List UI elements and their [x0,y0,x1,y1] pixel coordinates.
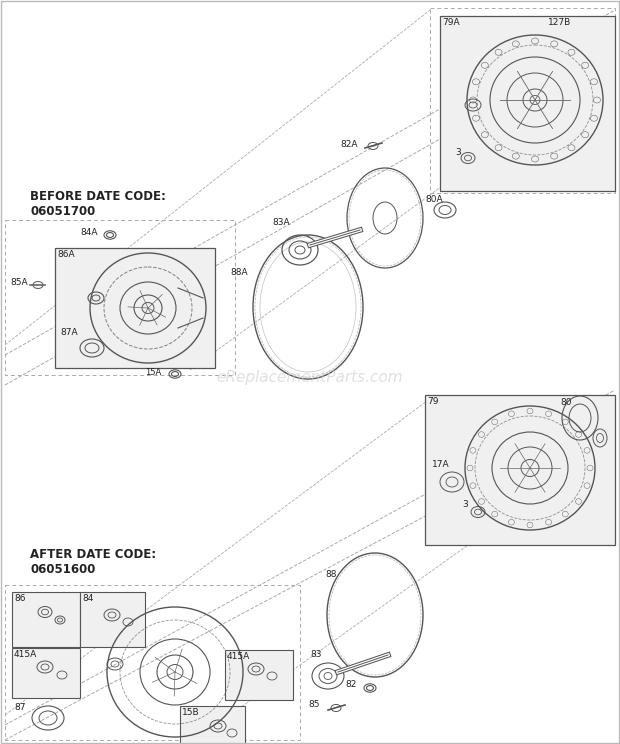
Text: 3: 3 [462,500,467,509]
Text: 85: 85 [308,700,319,709]
Bar [80,592,145,647]
Text: 84: 84 [82,594,94,603]
Text: 82A: 82A [340,140,358,149]
Bar [180,706,245,744]
Text: 80A: 80A [425,195,443,204]
Text: 87: 87 [14,703,25,712]
Text: 82: 82 [345,680,356,689]
Text: 84A: 84A [80,228,97,237]
Text: BEFORE DATE CODE:: BEFORE DATE CODE: [30,190,166,203]
Bar [55,248,215,368]
Text: 79A: 79A [442,18,459,27]
Bar [225,650,293,700]
Bar [12,648,80,698]
Bar [440,16,615,191]
Text: 17A: 17A [432,460,450,469]
Bar [12,592,80,647]
Bar [425,395,615,545]
Text: 3: 3 [455,148,461,157]
Text: 415A: 415A [14,650,37,659]
Bar [5,220,235,375]
Text: 06051600: 06051600 [30,563,95,576]
Text: 83A: 83A [272,218,290,227]
Text: 127B: 127B [548,18,571,27]
Text: 83: 83 [310,650,322,659]
Text: 85A: 85A [10,278,28,287]
Text: 86: 86 [14,594,25,603]
Text: eReplacementParts.com: eReplacementParts.com [216,370,404,385]
Text: 87A: 87A [60,328,78,337]
Bar [430,8,615,193]
Bar [5,585,300,740]
Text: 88: 88 [325,570,337,579]
Text: 88A: 88A [230,268,247,277]
Text: 15A: 15A [145,368,161,377]
Text: 79: 79 [427,397,438,406]
Text: 06051700: 06051700 [30,205,95,218]
Text: 86A: 86A [57,250,74,259]
Text: AFTER DATE CODE:: AFTER DATE CODE: [30,548,156,561]
Text: 415A: 415A [227,652,250,661]
Text: 80: 80 [560,398,572,407]
Text: 15B: 15B [182,708,200,717]
